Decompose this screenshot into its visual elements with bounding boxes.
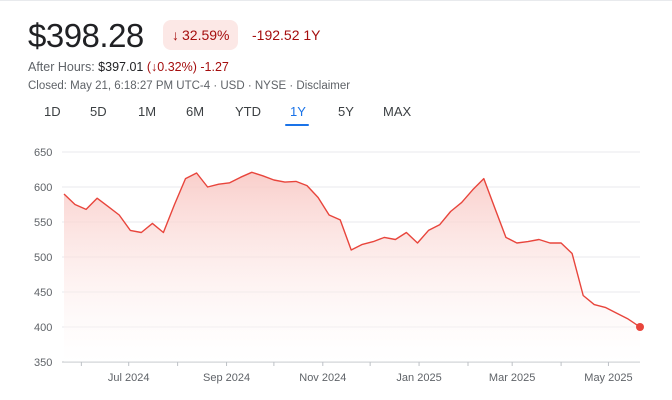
percent-change-badge: ↓ 32.59% bbox=[163, 20, 239, 50]
tab-ytd[interactable]: YTD bbox=[235, 104, 261, 119]
tab-1y[interactable]: 1Y bbox=[290, 104, 306, 119]
top-divider bbox=[0, 0, 672, 1]
tab-6m[interactable]: 6M bbox=[186, 104, 205, 119]
x-tick-label: Nov 2024 bbox=[299, 372, 346, 384]
y-tick-label: 650 bbox=[34, 147, 52, 159]
price-chart[interactable]: 650 600 550 500 450 400 350 Jul 2024 Sep 2024 No… bbox=[0, 140, 672, 395]
tab-1m[interactable]: 1M bbox=[138, 104, 157, 119]
arrow-down-icon: ↓ bbox=[172, 27, 179, 43]
after-hours-percent: 0.32% bbox=[157, 60, 193, 74]
y-tick-label: 600 bbox=[34, 182, 52, 194]
x-axis-ticks bbox=[80, 362, 609, 366]
y-tick-label: 400 bbox=[34, 322, 52, 334]
arrow-down-small-icon: ↓ bbox=[151, 60, 158, 74]
x-tick-label: May 2025 bbox=[584, 372, 632, 384]
tab-1d[interactable]: 1D bbox=[44, 104, 61, 119]
x-tick-label: Mar 2025 bbox=[489, 372, 535, 384]
tab-5d[interactable]: 5D bbox=[90, 104, 107, 119]
change-period: 1Y bbox=[303, 27, 321, 43]
tab-5y[interactable]: 5Y bbox=[338, 104, 354, 119]
tab-max[interactable]: MAX bbox=[383, 104, 412, 119]
after-hours-paren-open: ( bbox=[146, 60, 152, 74]
after-hours-price: $397.01 bbox=[98, 60, 144, 74]
y-tick-label: 500 bbox=[34, 252, 52, 264]
y-axis-labels: 650 600 550 500 450 400 350 bbox=[34, 147, 52, 369]
price-area-fill bbox=[64, 172, 640, 362]
percent-change-value: 32.59% bbox=[182, 27, 230, 43]
x-tick-label: Jan 2025 bbox=[396, 372, 441, 384]
x-axis-labels: Jul 2024 Sep 2024 Nov 2024 Jan 2025 Mar 2025… bbox=[108, 372, 633, 384]
x-tick-label: Sep 2024 bbox=[203, 372, 250, 384]
y-tick-label: 450 bbox=[34, 287, 52, 299]
y-tick-label: 350 bbox=[34, 357, 52, 369]
after-hours-paren-close: ) bbox=[192, 60, 197, 74]
y-tick-label: 550 bbox=[34, 217, 52, 229]
x-tick-label: Jul 2024 bbox=[108, 372, 150, 384]
absolute-change: -192.52 1Y bbox=[252, 27, 321, 43]
market-status-line: Closed: May 21, 6:18:27 PM UTC-4 · USD ·… bbox=[28, 80, 351, 92]
absolute-change-value: -192.52 bbox=[252, 27, 300, 43]
after-hours-change: -1.27 bbox=[200, 60, 229, 74]
after-hours-label: After Hours: bbox=[28, 60, 95, 74]
price-line bbox=[63, 171, 641, 328]
current-price: $398.28 bbox=[28, 17, 144, 54]
after-hours-line: After Hours: $397.01 (↓0.32%) -1.27 bbox=[28, 60, 229, 74]
tab-1y-underline bbox=[285, 124, 309, 126]
last-price-dot bbox=[636, 323, 644, 331]
